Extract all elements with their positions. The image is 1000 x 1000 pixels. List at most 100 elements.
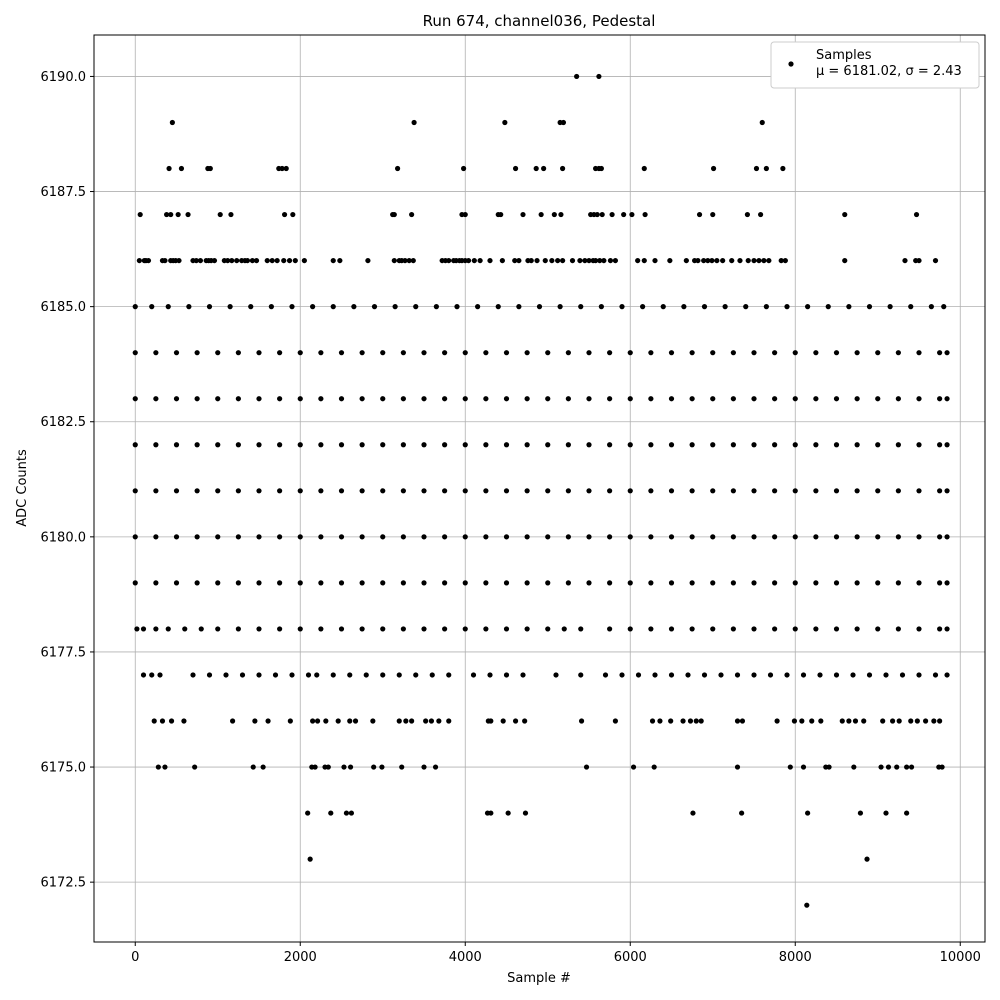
data-point [318, 580, 324, 586]
data-point [396, 672, 402, 678]
data-point [689, 534, 695, 540]
data-point [846, 304, 852, 310]
data-point [937, 396, 943, 402]
data-point [696, 211, 703, 218]
data-point [297, 350, 303, 356]
data-point [813, 442, 819, 448]
data-point [483, 442, 489, 448]
data-point [668, 396, 675, 402]
data-point [895, 442, 901, 448]
data-point [780, 165, 786, 172]
data-point [709, 257, 715, 264]
data-point [338, 396, 345, 402]
data-point [553, 672, 559, 678]
data-point [503, 580, 510, 586]
data-point [132, 534, 138, 540]
data-point [689, 350, 695, 356]
data-point [648, 580, 654, 586]
data-point [421, 580, 427, 586]
data-point [545, 396, 551, 402]
data-point [772, 534, 778, 540]
data-point [833, 488, 840, 494]
data-point [132, 304, 138, 310]
data-point [593, 257, 599, 264]
data-point [833, 350, 840, 356]
data-point [583, 764, 590, 770]
chart-title: Run 674, channel036, Pedestal [423, 12, 656, 30]
data-point [132, 442, 138, 448]
data-point [277, 534, 283, 540]
data-point [701, 672, 708, 678]
y-tick-label: 6180.0 [41, 530, 87, 545]
data-point [297, 396, 303, 402]
data-point [151, 718, 157, 724]
data-point [153, 534, 159, 540]
data-point [524, 626, 530, 632]
data-point [792, 488, 798, 494]
data-point [908, 304, 914, 310]
data-point [524, 534, 530, 540]
data-point [751, 580, 757, 586]
data-point [512, 165, 519, 172]
data-point [173, 534, 180, 540]
x-tick-label: 8000 [779, 950, 812, 965]
data-point [256, 580, 262, 586]
data-point [176, 257, 182, 264]
data-point [932, 672, 939, 678]
data-point [916, 257, 922, 264]
data-point [330, 257, 336, 264]
data-point [512, 257, 518, 264]
data-point [173, 580, 180, 586]
data-point [432, 764, 439, 770]
data-point [854, 580, 860, 586]
data-point [380, 350, 386, 356]
data-point [252, 718, 258, 724]
data-point [149, 304, 155, 310]
data-point [896, 718, 902, 724]
data-point [787, 764, 793, 770]
data-point [701, 304, 708, 310]
data-point [607, 488, 613, 494]
data-point [178, 165, 185, 172]
data-point [217, 211, 223, 218]
data-point [937, 350, 943, 356]
data-point [134, 626, 140, 632]
data-point [751, 626, 757, 632]
data-point [194, 442, 200, 448]
data-point [586, 257, 592, 264]
data-point [279, 165, 285, 172]
data-point [225, 257, 231, 264]
data-point [782, 257, 788, 264]
data-point [406, 257, 412, 264]
data-points [132, 73, 950, 908]
data-point [162, 764, 168, 770]
data-point [648, 626, 654, 632]
x-tick-label: 4000 [449, 950, 482, 965]
data-point [277, 396, 283, 402]
data-point [944, 580, 950, 586]
data-point [701, 257, 707, 264]
data-point [524, 396, 530, 402]
data-point [165, 626, 171, 632]
data-point [503, 396, 510, 402]
data-point [937, 580, 943, 586]
data-point [512, 718, 519, 724]
data-point [578, 304, 584, 310]
data-point [153, 442, 159, 448]
data-point [739, 718, 746, 724]
y-tick-label: 6185.0 [41, 300, 87, 315]
data-point [132, 350, 138, 356]
data-point [168, 718, 175, 724]
data-point [505, 810, 511, 816]
data-point [916, 396, 922, 402]
data-point [854, 442, 860, 448]
data-point [338, 350, 345, 356]
data-point [630, 764, 637, 770]
data-point [833, 626, 840, 632]
data-point [718, 672, 724, 678]
data-point [730, 534, 736, 540]
data-point [729, 257, 735, 264]
data-point [621, 211, 627, 218]
data-point [256, 488, 262, 494]
data-point [498, 211, 504, 218]
